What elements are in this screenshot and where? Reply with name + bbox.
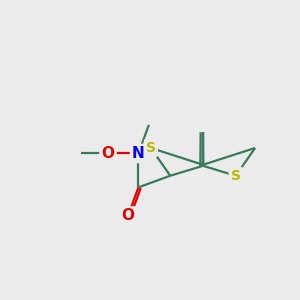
Text: S: S: [231, 169, 241, 183]
Text: N: N: [132, 146, 145, 161]
Text: O: O: [122, 208, 134, 224]
Text: S: S: [146, 141, 156, 155]
Text: O: O: [101, 146, 115, 161]
